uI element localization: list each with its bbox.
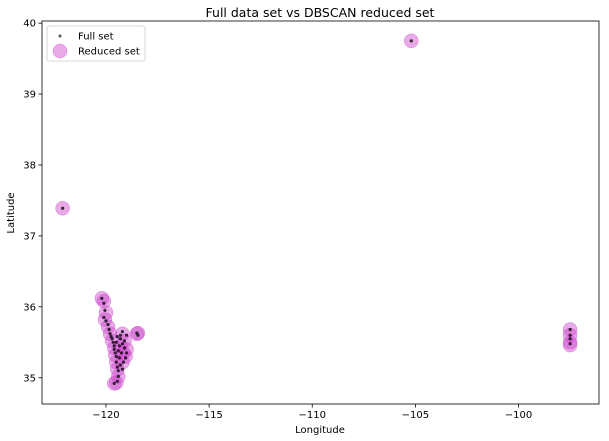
y-tick-label: 38 — [23, 160, 36, 171]
full-set-point — [115, 379, 119, 383]
full-set-point — [568, 333, 572, 337]
full-set-point — [112, 344, 116, 348]
legend-reduced-set-label: Reduced set — [78, 47, 140, 58]
full-set-point — [106, 322, 110, 327]
full-set-point — [117, 356, 121, 360]
full-set-point — [102, 301, 106, 305]
reduced-set-point — [115, 326, 130, 342]
full-set-point — [114, 340, 118, 344]
y-tick-label: 37 — [23, 231, 36, 242]
plot-frame — [41, 20, 600, 405]
x-tick-label: −100 — [505, 410, 532, 421]
full-set-point — [114, 354, 118, 359]
full-set-point — [568, 327, 572, 332]
full-set-point — [115, 335, 119, 339]
full-set-point — [120, 367, 125, 371]
legend: Full set Reduced set — [46, 25, 146, 62]
full-set-point — [112, 347, 116, 351]
x-axis-ticks: −120 −115 −110 −105 −100 — [92, 404, 532, 421]
full-set-point — [111, 340, 115, 344]
legend-full-set-label: Full set — [78, 32, 114, 43]
full-set-point — [118, 333, 122, 337]
full-set-point — [136, 333, 140, 337]
y-axis-ticks: 35 36 37 38 39 40 — [23, 19, 42, 384]
y-tick-label: 40 — [23, 19, 36, 30]
full-set-point — [123, 356, 128, 360]
full-set-point — [117, 344, 121, 348]
plot-area — [41, 20, 600, 405]
full-set-point — [113, 351, 117, 355]
full-set-point — [118, 337, 122, 341]
x-tick-label: −120 — [92, 410, 119, 421]
full-set-point — [108, 332, 112, 336]
reduced-set-point — [100, 319, 116, 334]
full-set-point — [568, 342, 572, 346]
reduced-set-point — [104, 333, 120, 349]
full-set-point — [115, 365, 119, 369]
full-set-point — [409, 39, 413, 43]
full-set-point — [119, 351, 124, 355]
legend-box — [46, 25, 146, 62]
full-set-point — [100, 296, 104, 300]
y-tick-label: 39 — [23, 90, 36, 101]
full-set-point — [116, 349, 120, 353]
full-set-point — [103, 308, 107, 312]
full-set-point — [116, 369, 120, 373]
full-set-point — [104, 319, 108, 323]
full-set-point — [110, 337, 114, 341]
full-set-point — [122, 346, 127, 350]
plot-background — [42, 21, 599, 404]
legend-full-set-marker — [58, 34, 62, 38]
full-set-point — [120, 342, 125, 346]
full-set-point — [116, 374, 120, 378]
y-axis-label: Latitude — [6, 192, 17, 233]
full-set-point — [102, 315, 106, 320]
full-set-point — [122, 339, 127, 343]
full-set-point — [118, 363, 122, 367]
full-set-point — [61, 206, 65, 210]
full-set-point — [124, 333, 129, 337]
full-set-point — [107, 327, 111, 332]
full-set-point — [568, 337, 572, 341]
full-set-point — [124, 351, 129, 355]
x-tick-label: −110 — [299, 410, 326, 421]
full-set-point — [114, 360, 118, 364]
chart-title: Full data set vs DBSCAN reduced set — [206, 5, 435, 20]
full-set-points — [61, 39, 572, 386]
full-set-point — [121, 360, 126, 364]
x-tick-label: −105 — [402, 410, 429, 421]
y-tick-label: 36 — [23, 302, 36, 313]
legend-reduced-set-marker — [52, 43, 68, 59]
full-set-point — [112, 381, 116, 386]
full-set-point — [120, 330, 125, 334]
y-tick-label: 35 — [23, 373, 36, 384]
x-tick-label: −115 — [195, 410, 222, 421]
x-axis-label: Longitude — [295, 425, 345, 436]
